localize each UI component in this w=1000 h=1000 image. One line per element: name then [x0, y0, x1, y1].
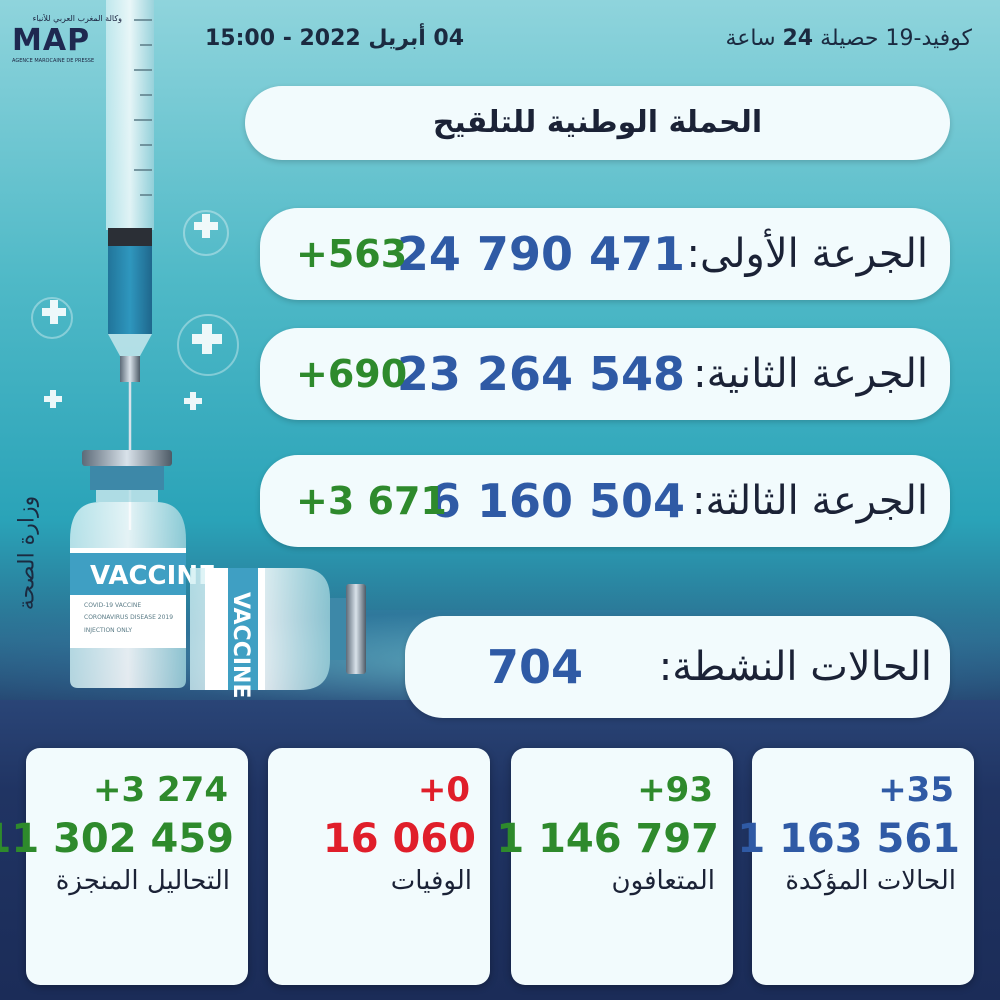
- vaccine-vial-icon: VACCINE COVID-19 VACCINE CORONAVIRUS DIS…: [70, 450, 216, 688]
- date-time: 04 أبريل 2022 - 15:00: [205, 26, 465, 51]
- covid-report-title: كوفيد-19 حصيلة 24 ساعة: [725, 26, 972, 51]
- dose-label: الجرعة الأولى:: [686, 231, 928, 277]
- covid-suffix: ساعة: [725, 26, 783, 51]
- active-cases-value: 704: [487, 640, 584, 694]
- stat-value: 1 146 797: [496, 816, 719, 862]
- logo-arabic-text: وكالة المغرب العربي للأنباء: [32, 14, 122, 23]
- covid-hours: 24: [782, 26, 814, 51]
- stat-value: 1 163 561: [737, 816, 960, 862]
- syringe-icon: [106, 0, 154, 530]
- plus-sparkle-icon: [42, 214, 222, 410]
- campaign-title: الحملة الوطنية للتلقيح: [432, 105, 763, 140]
- stat-delta: +0: [417, 770, 470, 810]
- dose-delta: +690: [296, 352, 408, 396]
- stat-delta: +3 274: [93, 770, 228, 810]
- stat-delta: +93: [637, 770, 713, 810]
- dose-value: 23 264 548: [396, 347, 685, 401]
- stat-card-deaths: +0 16 060 الوفيات: [268, 748, 490, 985]
- stat-value: 11 302 459: [0, 816, 234, 862]
- dose-row-first: الجرعة الأولى: 24 790 471 +563: [260, 208, 950, 300]
- vaccine-vial-lying-icon: VACCINE: [190, 568, 366, 698]
- stat-card-confirmed: +35 1 163 561 الحالات المؤكدة: [737, 748, 974, 985]
- svg-text:VACCINE: VACCINE: [228, 592, 253, 698]
- dose-delta: +563: [296, 232, 408, 276]
- dose-label: الجرعة الثالثة:: [692, 478, 928, 524]
- stat-card-tests: +3 274 11 302 459 التحاليل المنجزة: [0, 748, 248, 985]
- stat-label: الوفيات: [390, 866, 472, 896]
- svg-text:CORONAVIRUS DISEASE 2019: CORONAVIRUS DISEASE 2019: [84, 614, 173, 621]
- dose-row-third: الجرعة الثالثة: 6 160 504 +3 671: [260, 455, 950, 547]
- dose-value: 24 790 471: [396, 227, 685, 281]
- dose-label: الجرعة الثانية:: [693, 351, 928, 397]
- campaign-title-pill: الحملة الوطنية للتلقيح: [245, 86, 950, 160]
- stat-value: 16 060: [322, 816, 476, 862]
- stat-label: الحالات المؤكدة: [785, 866, 956, 896]
- active-cases-pill: الحالات النشطة: 704: [405, 616, 950, 718]
- svg-text:COVID-19 VACCINE: COVID-19 VACCINE: [84, 602, 141, 609]
- stat-card-recovered: +93 1 146 797 المتعافون: [496, 748, 733, 985]
- stat-delta: +35: [878, 770, 954, 810]
- map-logo: وكالة المغرب العربي للأنباء MAP AGENCE M…: [12, 14, 122, 64]
- active-cases-label: الحالات النشطة:: [658, 644, 932, 690]
- logo-name: MAP: [12, 23, 91, 58]
- svg-text:INJECTION ONLY: INJECTION ONLY: [84, 627, 132, 634]
- dose-value: 6 160 504: [428, 474, 685, 528]
- bubble-icon: [31, 210, 239, 376]
- stat-label: المتعافون: [611, 866, 715, 896]
- covid-prefix: كوفيد-19 حصيلة: [813, 26, 972, 51]
- dose-delta: +3 671: [296, 479, 447, 523]
- stat-label: التحاليل المنجزة: [55, 866, 230, 896]
- dose-row-second: الجرعة الثانية: 23 264 548 +690: [260, 328, 950, 420]
- logo-subtitle: AGENCE MAROCAINE DE PRESSE: [12, 58, 95, 64]
- ministry-label: وزارة الصحة: [14, 478, 40, 628]
- ministry-text: وزارة الصحة: [14, 495, 40, 611]
